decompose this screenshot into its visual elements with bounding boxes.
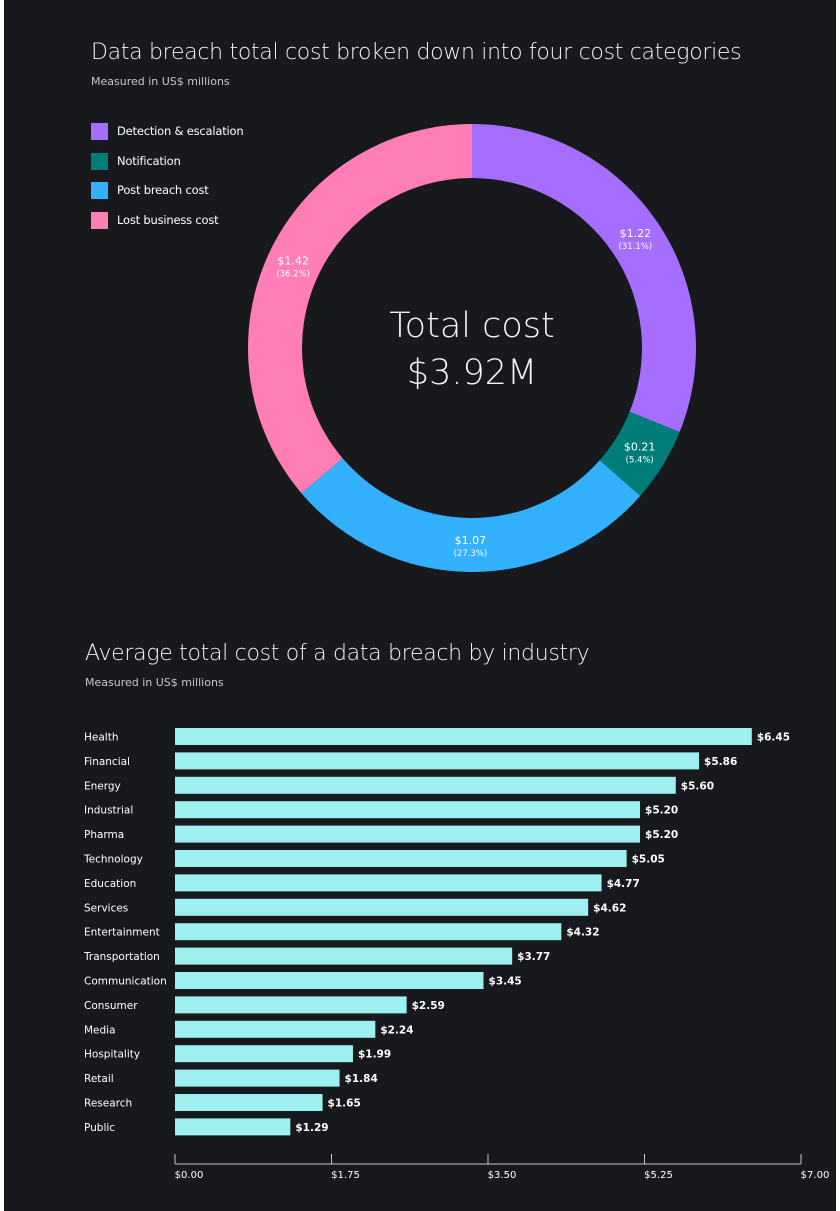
legend-label: Notification (117, 153, 181, 168)
donut-percent-label: (36.2%) (276, 269, 310, 279)
bar-category-label: Financial (84, 756, 130, 768)
donut-slice-notification (599, 411, 680, 496)
bar-value-label: $5.20 (645, 805, 678, 817)
bar-category-label: Technology (83, 854, 143, 866)
bar-energy (175, 776, 676, 794)
x-tick-label: $0.00 (175, 1170, 204, 1181)
bar-category-label: Communication (84, 976, 167, 988)
bar-research (175, 1094, 323, 1111)
bar-health (175, 728, 752, 745)
bar-value-label: $1.65 (328, 1098, 361, 1110)
donut-chart: $1.22 (31.1%) $0.21 (5.4%) $1.07 (27.3%) $1.42… (248, 124, 696, 572)
donut-percent-label: (27.3%) (454, 549, 488, 559)
legend-swatch (91, 182, 108, 199)
bar-category-label: Transportation (83, 951, 160, 963)
donut-slice-lost-business-cost (248, 124, 472, 494)
x-tick-label: $5.25 (644, 1170, 673, 1181)
donut-center-total: $3.92M (407, 353, 537, 393)
donut-chart-subtitle: Measured in US$ millions (91, 75, 230, 88)
bar-pharma (175, 825, 641, 843)
donut-percent-label: (31.1%) (619, 242, 653, 252)
bar-category-label: Media (84, 1024, 116, 1036)
industry-bar-chart: Health $6.45 Financial $5.86 Energy $5.60 Indu… (83, 728, 830, 1181)
bar-chart-subtitle: Measured in US$ millions (85, 676, 224, 689)
bar-category-label: Health (84, 732, 118, 744)
donut-percent-label: (5.4%) (626, 455, 654, 465)
bar-value-label: $4.32 (566, 927, 599, 939)
x-tick-label: $3.50 (488, 1170, 517, 1181)
bar-value-label: $5.86 (704, 756, 737, 768)
bar-value-label: $3.45 (489, 976, 522, 988)
bar-value-label: $6.45 (757, 732, 790, 744)
bar-retail (175, 1069, 340, 1087)
legend-swatch (91, 211, 108, 229)
x-tick-label: $1.75 (331, 1170, 360, 1181)
bar-value-label: $1.99 (358, 1049, 391, 1061)
donut-value-label: $1.22 (620, 227, 652, 240)
bar-communication (175, 972, 484, 989)
donut-chart-title: Data breach total cost broken down into … (91, 40, 742, 65)
bar-media (175, 1020, 376, 1038)
bar-category-label: Energy (84, 780, 121, 792)
bar-category-label: Pharma (84, 829, 124, 841)
donut-slice-detection-escalation (472, 124, 696, 433)
bar-value-label: $5.60 (681, 780, 714, 792)
bar-value-label: $2.59 (412, 1000, 445, 1012)
donut-slice-post-breach-cost (301, 458, 641, 572)
donut-center-title: Total cost (389, 306, 554, 346)
bar-financial (175, 752, 700, 770)
bar-industrial (175, 801, 641, 819)
bar-value-label: $4.62 (593, 902, 626, 914)
bar-services (175, 898, 589, 916)
bar-value-label: $2.24 (380, 1024, 413, 1036)
bar-technology (175, 850, 627, 867)
bar-transportation (175, 947, 513, 965)
donut-value-label: $1.42 (277, 254, 309, 267)
donut-value-label: $0.21 (624, 440, 656, 453)
bar-public (175, 1118, 291, 1136)
bar-category-label: Hospitality (84, 1049, 140, 1061)
bar-category-label: Industrial (84, 805, 133, 817)
bar-category-label: Consumer (84, 1000, 138, 1012)
bar-category-label: Entertainment (84, 927, 160, 939)
bar-value-label: $5.20 (645, 829, 678, 841)
bar-category-label: Education (84, 878, 136, 890)
bar-value-label: $1.29 (295, 1122, 328, 1134)
legend-label: Detection & escalation (117, 124, 244, 138)
bar-hospitality (175, 1045, 353, 1063)
x-tick-label: $7.00 (801, 1170, 830, 1181)
bar-value-label: $1.84 (345, 1073, 378, 1085)
legend-label: Post breach cost (117, 183, 209, 197)
legend-swatch (91, 123, 108, 140)
bar-category-label: Retail (84, 1073, 114, 1085)
legend-label: Lost business cost (117, 212, 219, 227)
bar-value-label: $5.05 (632, 854, 665, 866)
bar-chart-title: Average total cost of a data breach by i… (85, 641, 590, 666)
bar-category-label: Services (84, 902, 128, 914)
bar-education (175, 874, 602, 892)
bar-value-label: $3.77 (517, 951, 550, 963)
bar-entertainment (175, 923, 562, 941)
bar-category-label: Public (84, 1122, 115, 1134)
infographic-panel: Data breach total cost broken down into … (4, 0, 836, 1211)
bar-value-label: $4.77 (607, 878, 640, 890)
bar-consumer (175, 996, 407, 1014)
donut-value-label: $1.07 (455, 534, 487, 547)
bar-category-label: Research (84, 1098, 132, 1110)
legend-swatch (91, 152, 108, 170)
